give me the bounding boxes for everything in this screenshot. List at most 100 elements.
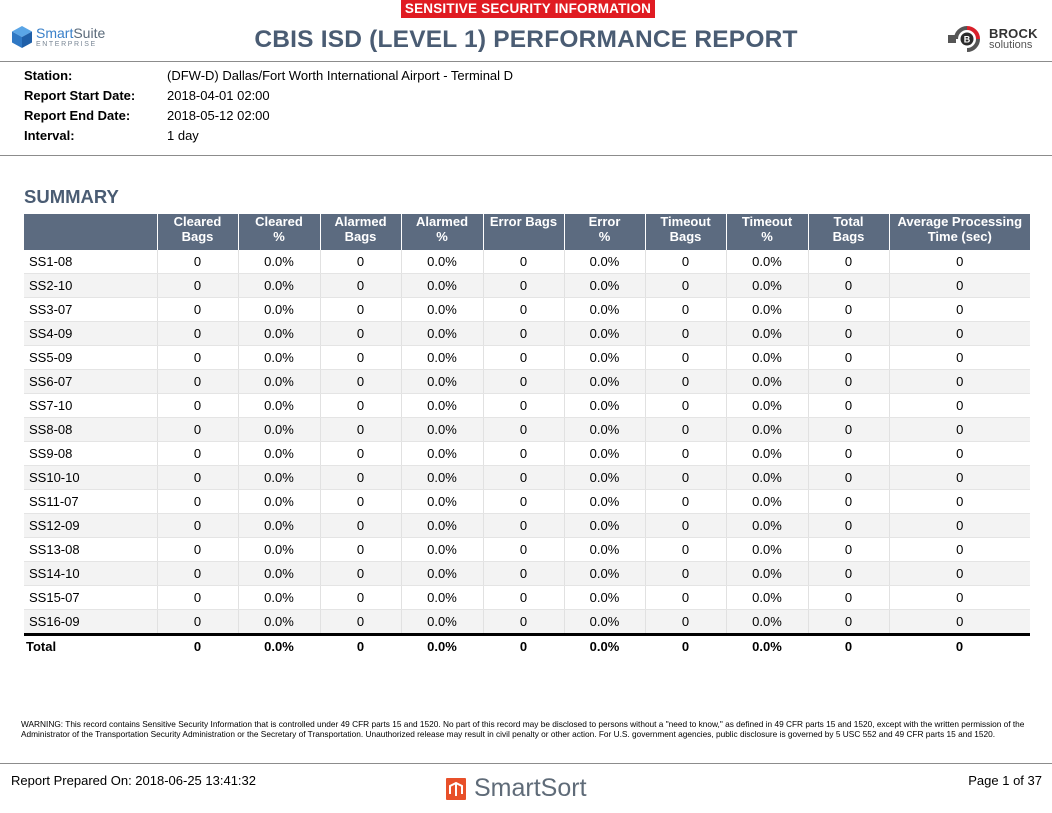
cell-error-bags: 0 [483, 465, 565, 490]
column-header-alarmed-bags: Alarmed Bags [320, 214, 402, 250]
column-header-line: Alarmed [415, 214, 469, 229]
cell-alarmed-bags: 0 [320, 609, 402, 635]
cell-station: SS11-07 [24, 489, 158, 514]
cell-timeout-bags: 0 [645, 465, 727, 490]
table-row: SS4-09 0 0.0% 0 0.0% 0 0.0% 0 0.0% 0 0 [24, 321, 1030, 346]
cell-station: SS5-09 [24, 345, 158, 370]
cell-cleared-bags: 0 [157, 465, 239, 490]
cell-cleared-pct: 0.0% [238, 513, 321, 538]
cell-total-bags: 0 [808, 561, 890, 586]
cell-timeout-bags: 0 [645, 513, 727, 538]
column-header-error-pct: Error% [564, 214, 646, 250]
brock-solutions-logo: B BROCK solutions [948, 25, 1038, 53]
cell-cleared-pct: 0.0% [238, 441, 321, 466]
report-prepared-on: Report Prepared On: 2018-06-25 13:41:32 [11, 773, 257, 788]
cell-cleared-bags: 0 [157, 369, 239, 394]
cell-error-pct: 0.0% [564, 321, 646, 346]
cell-timeout-bags: 0 [645, 537, 727, 562]
cell-error-bags: 0 [483, 585, 565, 610]
cell-avg-processing-time: 0 [889, 321, 1030, 346]
column-header-cleared-pct: Cleared% [238, 214, 321, 250]
meta-label: Report Start Date: [24, 88, 136, 103]
cell-cleared-bags: 0 [157, 250, 239, 274]
meta-interval: Interval: 1 day [24, 126, 513, 146]
cell-timeout-bags: 0 [645, 369, 727, 394]
cell-error-pct: 0.0% [564, 489, 646, 514]
cell-alarmed-pct: 0.0% [401, 345, 484, 370]
cell-error-pct: 0.0% [564, 585, 646, 610]
cell-cleared-bags: 0 [157, 489, 239, 514]
table-row: SS9-08 0 0.0% 0 0.0% 0 0.0% 0 0.0% 0 0 [24, 441, 1030, 466]
cell-station: SS4-09 [24, 321, 158, 346]
table-row: SS1-08 0 0.0% 0 0.0% 0 0.0% 0 0.0% 0 0 [24, 250, 1030, 274]
cell-total-bags: 0 [808, 441, 890, 466]
report-metadata: Station: (DFW-D) Dallas/Fort Worth Inter… [24, 66, 513, 146]
meta-label: Report End Date: [24, 108, 131, 123]
meta-label: Interval: [24, 128, 75, 143]
cell-error-pct: 0.0% [564, 250, 646, 274]
column-header-error-bags: Error Bags [483, 214, 565, 250]
cell-station: SS16-09 [24, 609, 158, 635]
cell-total-bags: 0 [808, 417, 890, 442]
cell-cleared-bags: 0 [157, 537, 239, 562]
cell-total-bags: 0 [808, 489, 890, 514]
cell-error-bags: 0 [483, 513, 565, 538]
cell-alarmed-pct: 0.0% [401, 441, 484, 466]
cell-timeout-bags: 0 [645, 393, 727, 418]
cell-error-bags: 0 [483, 369, 565, 394]
cell-timeout-bags: 0 [645, 297, 727, 322]
cell-total-bags: 0 [808, 321, 890, 346]
brock-wordmark: BROCK [989, 26, 1038, 41]
cell-station: SS8-08 [24, 417, 158, 442]
cell-avg-processing-time: 0 [889, 297, 1030, 322]
column-header-line: % [273, 228, 285, 244]
cell-cleared-pct: 0.0% [238, 417, 321, 442]
column-header-cleared-bags: Cleared Bags [157, 214, 239, 250]
cell-station: SS2-10 [24, 273, 158, 298]
cell-cleared-bags: 0 [157, 321, 239, 346]
cell-cleared-bags: 0 [157, 609, 239, 635]
cell-avg-processing-time: 0 [889, 465, 1030, 490]
cell-timeout-bags: 0 [645, 585, 727, 610]
cell-cleared-pct: 0.0% [238, 369, 321, 394]
total-cell-timeout-bags: 0 [645, 633, 726, 657]
cell-alarmed-bags: 0 [320, 297, 402, 322]
cell-alarmed-bags: 0 [320, 369, 402, 394]
cell-cleared-pct: 0.0% [238, 321, 321, 346]
total-cell-cleared-bags: 0 [157, 633, 238, 657]
meta-divider [0, 155, 1052, 156]
cell-error-bags: 0 [483, 321, 565, 346]
cell-cleared-bags: 0 [157, 297, 239, 322]
column-header-line: Bags [344, 228, 377, 244]
sensitive-security-banner: SENSITIVE SECURITY INFORMATION [401, 0, 655, 18]
column-header-line: Timeout [741, 214, 793, 229]
smartsuite-cube-icon [12, 26, 32, 48]
table-row: SS12-09 0 0.0% 0 0.0% 0 0.0% 0 0.0% 0 0 [24, 513, 1030, 538]
cell-timeout-pct: 0.0% [726, 489, 809, 514]
cell-station: SS15-07 [24, 585, 158, 610]
cell-cleared-bags: 0 [157, 417, 239, 442]
cell-timeout-pct: 0.0% [726, 561, 809, 586]
smartsort-logo: SmartSort [446, 776, 587, 801]
cell-error-pct: 0.0% [564, 345, 646, 370]
cell-avg-processing-time: 0 [889, 537, 1030, 562]
cell-alarmed-pct: 0.0% [401, 585, 484, 610]
column-header-timeout-bags: Timeout Bags [645, 214, 727, 250]
cell-timeout-bags: 0 [645, 417, 727, 442]
cell-station: SS3-07 [24, 297, 158, 322]
meta-value: (DFW-D) Dallas/Fort Worth International … [167, 68, 514, 83]
column-header-line: Time (sec) [927, 228, 992, 244]
cell-alarmed-bags: 0 [320, 393, 402, 418]
cell-avg-processing-time: 0 [889, 561, 1030, 586]
cell-alarmed-pct: 0.0% [401, 321, 484, 346]
cell-error-bags: 0 [483, 489, 565, 514]
cell-avg-processing-time: 0 [889, 273, 1030, 298]
column-header-line: % [761, 228, 773, 244]
cell-error-pct: 0.0% [564, 393, 646, 418]
ssi-warning-text: WARNING: This record contains Sensitive … [21, 719, 1025, 739]
cell-error-pct: 0.0% [564, 561, 646, 586]
cell-error-pct: 0.0% [564, 513, 646, 538]
cell-timeout-pct: 0.0% [726, 609, 809, 635]
cell-cleared-pct: 0.0% [238, 609, 321, 635]
smartsort-icon [446, 777, 466, 800]
